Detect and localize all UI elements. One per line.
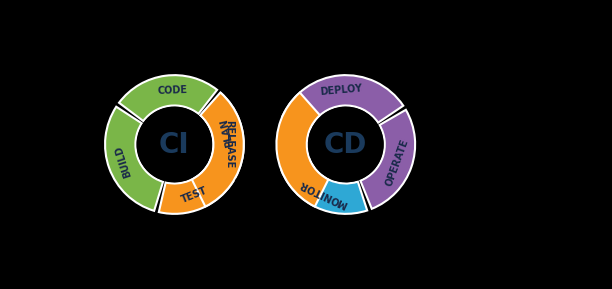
Text: CI: CI (159, 131, 190, 158)
Wedge shape (119, 75, 217, 121)
Text: DEPLOY: DEPLOY (319, 84, 363, 97)
Wedge shape (282, 75, 403, 129)
Wedge shape (159, 165, 233, 214)
Text: BUILD: BUILD (113, 144, 133, 179)
Wedge shape (277, 92, 329, 207)
Text: CD: CD (324, 131, 367, 158)
Text: MONITOR: MONITOR (297, 178, 349, 209)
Text: PLAN: PLAN (219, 117, 236, 148)
Circle shape (138, 108, 211, 181)
Wedge shape (360, 110, 415, 209)
Text: TEST: TEST (180, 185, 209, 205)
Wedge shape (105, 107, 163, 211)
Wedge shape (282, 159, 367, 214)
Text: CODE: CODE (157, 85, 188, 96)
Text: OPERATE: OPERATE (384, 138, 410, 188)
Text: RELEASE: RELEASE (225, 121, 234, 168)
Wedge shape (201, 93, 244, 177)
Circle shape (309, 108, 382, 181)
Wedge shape (192, 92, 244, 207)
